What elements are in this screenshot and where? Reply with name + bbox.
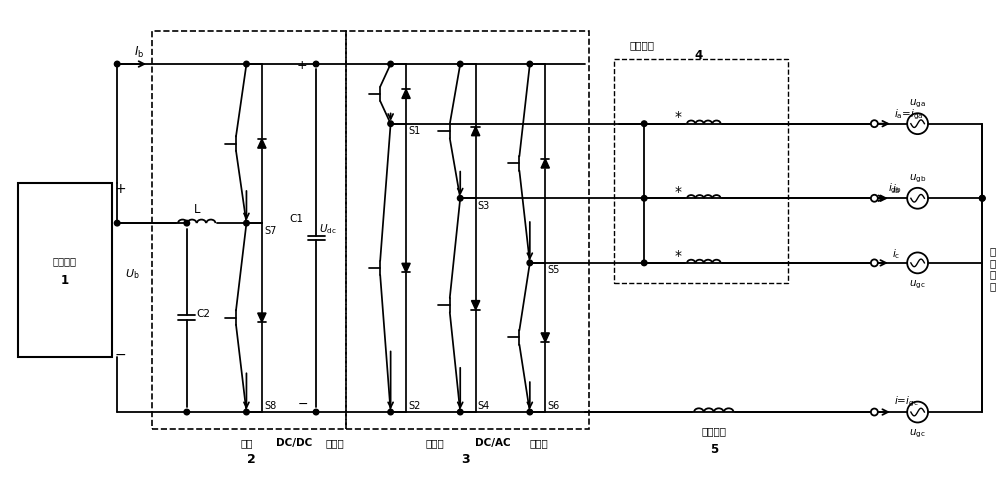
Circle shape xyxy=(979,196,985,202)
Text: S1: S1 xyxy=(408,126,420,136)
Text: S4: S4 xyxy=(478,401,490,410)
Text: 4: 4 xyxy=(695,48,703,61)
Polygon shape xyxy=(541,333,549,343)
Text: $u_{\rm gc}$: $u_{\rm gc}$ xyxy=(909,427,926,439)
Circle shape xyxy=(641,261,647,266)
Circle shape xyxy=(871,121,878,128)
Text: $U_{\rm b}$: $U_{\rm b}$ xyxy=(125,266,140,280)
Bar xyxy=(614,60,788,283)
Text: 变换器: 变换器 xyxy=(326,437,345,447)
Text: C2: C2 xyxy=(197,308,211,318)
Text: *: * xyxy=(675,110,682,124)
Text: 3: 3 xyxy=(461,452,470,466)
Text: $i_{\rm a}$=$i_{\rm ga}$: $i_{\rm a}$=$i_{\rm ga}$ xyxy=(894,107,923,122)
Text: DC/AC: DC/AC xyxy=(475,437,511,447)
Circle shape xyxy=(979,196,985,202)
Polygon shape xyxy=(541,160,549,169)
Text: $i$=$i_{\rm gc}$: $i$=$i_{\rm gc}$ xyxy=(894,394,918,408)
Circle shape xyxy=(114,62,120,68)
Text: $i_{\rm b}$: $i_{\rm b}$ xyxy=(892,182,901,196)
Text: S7: S7 xyxy=(264,225,276,235)
Polygon shape xyxy=(471,301,480,310)
Text: $i_{\rm c}$: $i_{\rm c}$ xyxy=(892,246,900,261)
Text: +: + xyxy=(114,182,126,196)
Polygon shape xyxy=(258,140,266,149)
Circle shape xyxy=(641,196,647,202)
Text: *: * xyxy=(675,184,682,198)
Text: S2: S2 xyxy=(408,401,421,410)
Circle shape xyxy=(114,221,120,226)
Circle shape xyxy=(313,409,319,415)
Text: $-$: $-$ xyxy=(297,396,308,409)
Circle shape xyxy=(244,409,249,415)
Text: +: + xyxy=(297,59,307,72)
Circle shape xyxy=(388,409,393,415)
Circle shape xyxy=(871,409,878,416)
Text: S8: S8 xyxy=(264,401,276,410)
Text: $u_{\rm gc}$: $u_{\rm gc}$ xyxy=(909,278,926,290)
Circle shape xyxy=(871,260,878,267)
Text: 三相电机: 三相电机 xyxy=(629,40,654,50)
Circle shape xyxy=(457,62,463,68)
Circle shape xyxy=(184,409,190,415)
Text: DC/DC: DC/DC xyxy=(276,437,313,447)
Polygon shape xyxy=(402,264,410,273)
Text: 变换器: 变换器 xyxy=(530,437,549,447)
Text: 动力电池: 动力电池 xyxy=(53,255,77,265)
Circle shape xyxy=(527,409,533,415)
Text: $i_{\rm gb}$: $i_{\rm gb}$ xyxy=(888,182,901,196)
Bar xyxy=(346,32,589,429)
Circle shape xyxy=(457,409,463,415)
Text: $I_{\rm b}$: $I_{\rm b}$ xyxy=(134,45,144,60)
Polygon shape xyxy=(258,313,266,323)
Circle shape xyxy=(388,62,393,68)
Text: $U_{\rm dc}$: $U_{\rm dc}$ xyxy=(319,222,336,236)
Circle shape xyxy=(313,62,319,68)
Text: 5: 5 xyxy=(710,442,718,455)
Text: S3: S3 xyxy=(478,201,490,210)
Circle shape xyxy=(871,195,878,203)
Text: C1: C1 xyxy=(289,214,303,224)
Polygon shape xyxy=(402,90,410,99)
Text: 1: 1 xyxy=(61,274,69,287)
Text: S5: S5 xyxy=(547,265,560,275)
Text: L: L xyxy=(193,203,200,216)
Bar xyxy=(152,32,346,429)
Text: 三桥臂: 三桥臂 xyxy=(426,437,445,447)
Circle shape xyxy=(184,221,190,226)
Circle shape xyxy=(388,122,393,127)
Circle shape xyxy=(457,196,463,202)
Text: *: * xyxy=(675,249,682,263)
Text: $u_{\rm gb}$: $u_{\rm gb}$ xyxy=(909,172,926,184)
Circle shape xyxy=(244,62,249,68)
Text: $-$: $-$ xyxy=(114,346,126,360)
Text: 辅助电感: 辅助电感 xyxy=(701,425,726,435)
Text: 三
相
电
网: 三 相 电 网 xyxy=(989,246,995,291)
Polygon shape xyxy=(471,127,480,137)
Circle shape xyxy=(527,62,533,68)
Circle shape xyxy=(641,122,647,127)
Text: $u_{\rm ga}$: $u_{\rm ga}$ xyxy=(909,98,926,110)
Text: 2: 2 xyxy=(247,452,256,466)
Text: S6: S6 xyxy=(547,401,560,410)
Circle shape xyxy=(527,261,533,266)
Text: 双向: 双向 xyxy=(240,437,253,447)
Bar xyxy=(18,184,112,358)
Circle shape xyxy=(244,221,249,226)
